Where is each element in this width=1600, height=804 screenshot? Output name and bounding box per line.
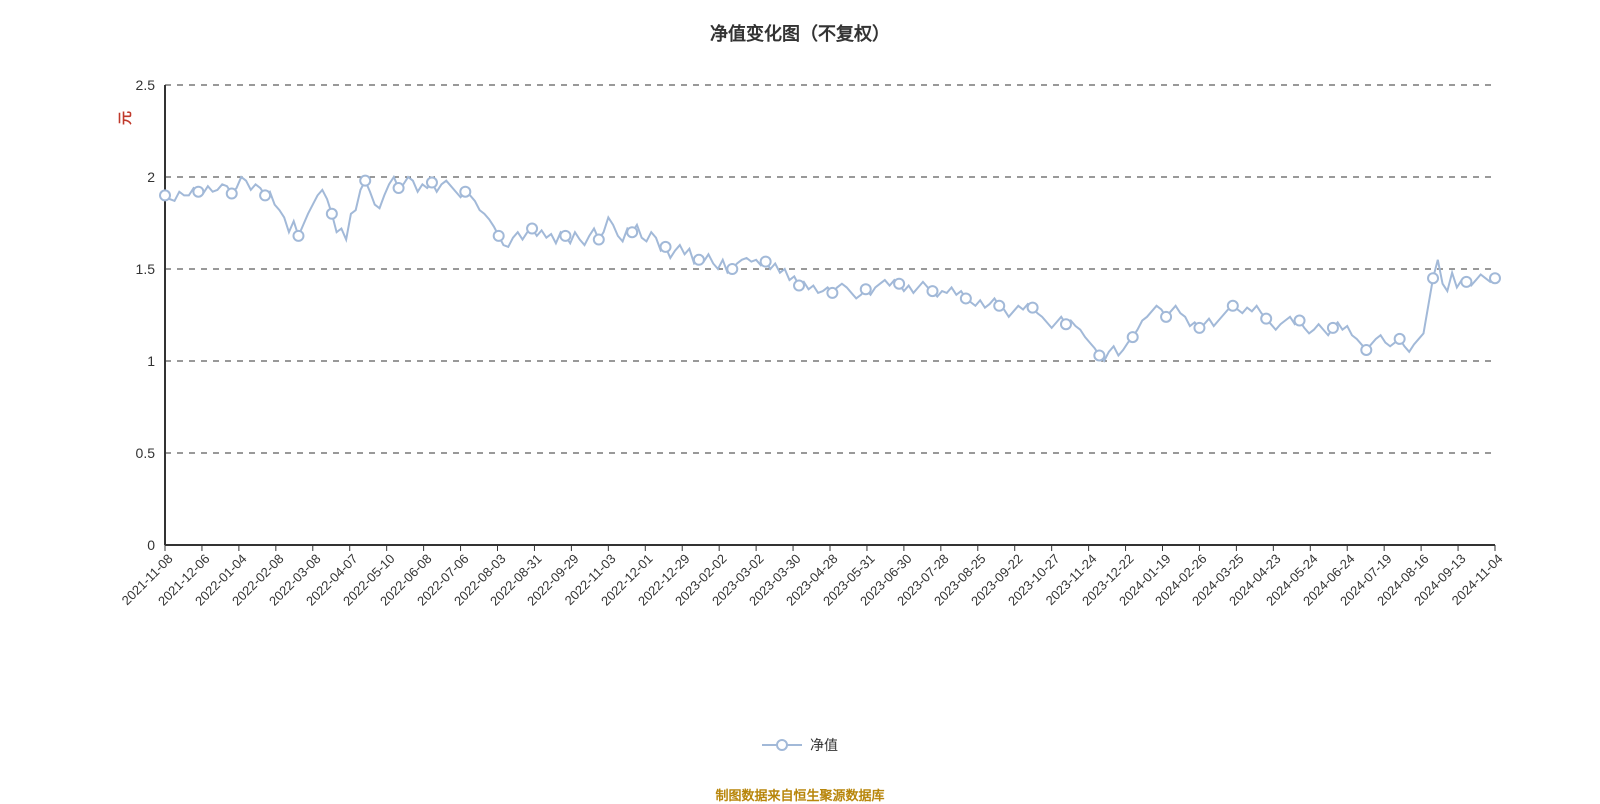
footer-note: 制图数据来自恒生聚源数据库 (0, 785, 1600, 804)
plot-area: 元 00.511.522.52021-11-082021-12-062022-0… (165, 85, 1495, 545)
legend-marker (762, 738, 802, 752)
y-axis-title: 元 (115, 111, 135, 125)
y-tick-label: 0.5 (136, 445, 155, 461)
chart-svg (165, 85, 1495, 545)
legend: 净值 (0, 735, 1600, 755)
legend-label: 净值 (810, 735, 838, 755)
chart-title: 净值变化图（不复权） (0, 20, 1600, 46)
nav-chart: 净值变化图（不复权） 元 00.511.522.52021-11-082021-… (0, 0, 1600, 800)
legend-line-icon (762, 738, 802, 752)
y-tick-label: 2 (147, 169, 155, 185)
y-tick-label: 1.5 (136, 261, 155, 277)
y-tick-label: 0 (147, 537, 155, 553)
y-tick-label: 2.5 (136, 77, 155, 93)
y-tick-label: 1 (147, 353, 155, 369)
